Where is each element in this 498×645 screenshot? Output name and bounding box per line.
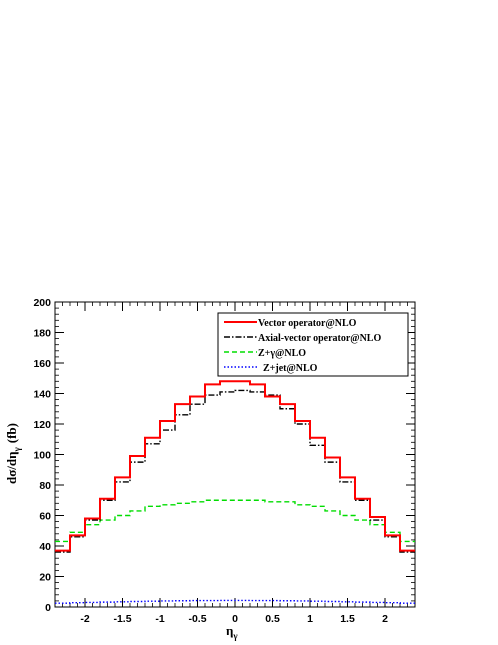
axis-labels: ηγ dσ/dηγ(fb) bbox=[4, 423, 238, 641]
x-tick-label: 0 bbox=[232, 613, 238, 625]
y-axis-label: dσ/dηγ(fb) bbox=[4, 423, 22, 484]
y-tick-label: 20 bbox=[39, 572, 51, 584]
x-tick-label: 0.5 bbox=[265, 613, 280, 625]
legend-label-3: Z+jet@NLO bbox=[263, 363, 318, 374]
x-axis-label: ηγ bbox=[226, 623, 238, 641]
y-tick-label: 60 bbox=[39, 511, 51, 523]
series-line-2 bbox=[55, 499, 415, 543]
x-tick-label: -2 bbox=[80, 613, 89, 625]
x-tick-label: 1.5 bbox=[340, 613, 355, 625]
series-line-0 bbox=[55, 380, 415, 552]
x-tick-label: 1 bbox=[307, 613, 313, 625]
series-layer bbox=[55, 380, 415, 604]
y-axis-label-sub: γ bbox=[12, 446, 22, 452]
legend-box bbox=[217, 312, 409, 377]
legend: Vector operator@NLO Axial-vector operator… bbox=[217, 312, 409, 377]
y-axis-label-unit: (fb) bbox=[4, 423, 19, 443]
x-tick-label: 2 bbox=[382, 613, 388, 625]
x-tick-label: -1 bbox=[155, 613, 164, 625]
y-tick-label: 80 bbox=[39, 480, 51, 492]
x-tick-label: -0.5 bbox=[188, 613, 206, 625]
y-tick-label: 40 bbox=[39, 541, 51, 553]
legend-label-1: Axial-vector operator@NLO bbox=[258, 333, 381, 344]
x-tick-label: -1.5 bbox=[113, 613, 131, 625]
y-tick-label: 0 bbox=[45, 602, 51, 614]
y-tick-label: 140 bbox=[33, 389, 51, 401]
legend-label-2: Z+γ@NLO bbox=[258, 348, 306, 359]
y-tick-label: 160 bbox=[33, 358, 51, 370]
y-tick-label: 120 bbox=[33, 419, 51, 431]
series-line-3 bbox=[55, 599, 415, 604]
y-tick-label: 100 bbox=[33, 450, 51, 462]
legend-label-0: Vector operator@NLO bbox=[258, 318, 357, 329]
x-axis-label-sub: γ bbox=[232, 631, 238, 641]
y-tick-label: 200 bbox=[33, 297, 51, 309]
y-tick-label: 180 bbox=[33, 328, 51, 340]
